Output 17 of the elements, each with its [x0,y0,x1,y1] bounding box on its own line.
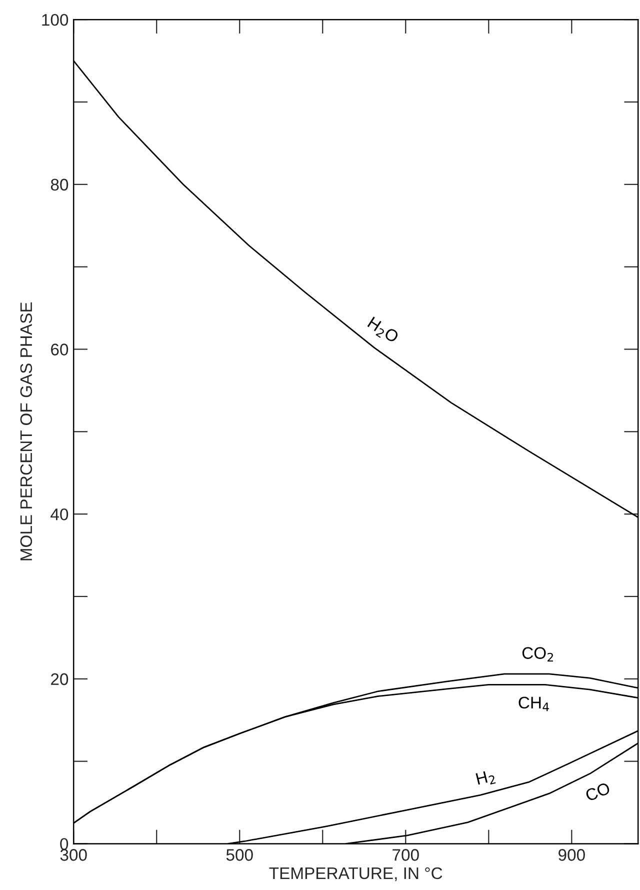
y-tick-label: 20 [51,673,68,686]
x-tick-label: 300 [60,849,87,861]
y-tick-label: 0 [60,838,68,850]
y-tick-label: 60 [51,344,68,356]
text: H$_{2}$ [476,769,496,788]
text: H$_{2}$O [366,316,400,346]
y-tick-label: 80 [50,178,68,191]
x-axis-title: TEMPERATURE, IN °C [269,867,442,882]
text: CO [584,782,611,802]
y-tick-label: 40 [50,508,68,520]
y-axis-title: MOLE PERCENT OF GAS PHASE [20,302,32,560]
series-label: CH$_{4}$ [518,696,549,712]
series-label: CO$_{2}$ [522,647,553,662]
x-tick-label: 700 [392,849,419,861]
x-tick-label: 900 [558,849,585,861]
y-tick-label: 100 [42,14,68,26]
x-tick-label: 500 [226,849,253,861]
